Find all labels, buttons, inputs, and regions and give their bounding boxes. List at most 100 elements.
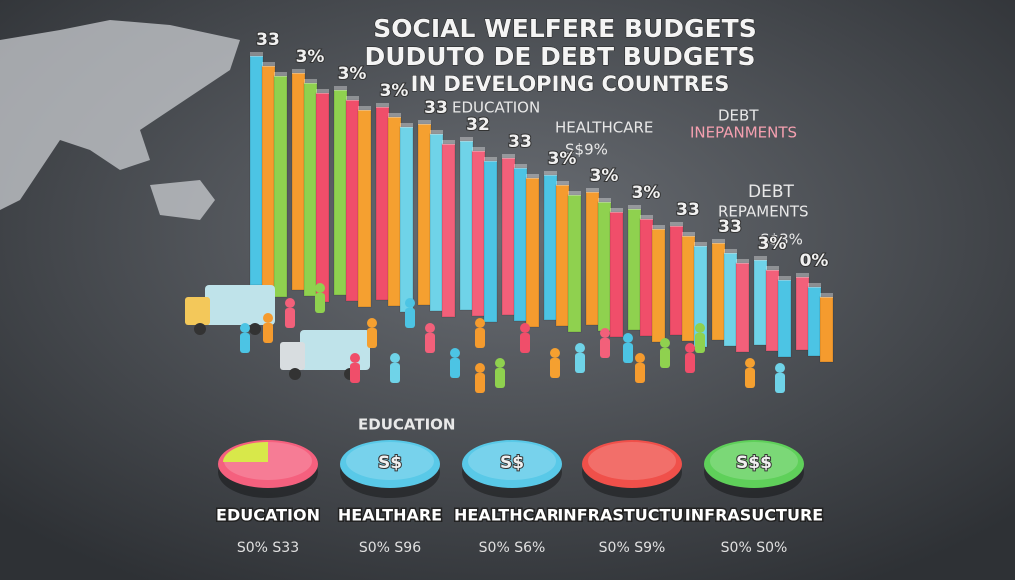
person-head: [495, 358, 505, 368]
bar: [555, 184, 570, 327]
bar: [567, 194, 582, 333]
disc-label: HEALTHCARE: [454, 506, 570, 525]
bar: [429, 133, 444, 312]
bar-label: 3%: [632, 183, 661, 203]
person-head: [350, 353, 360, 363]
bar-top: [250, 52, 263, 57]
bar: [315, 92, 330, 303]
disc: [704, 440, 804, 488]
disc-value: S0% S6%: [479, 540, 546, 556]
person-head: [575, 343, 585, 353]
bar-top: [334, 86, 347, 91]
person-head: [600, 328, 610, 338]
person: [450, 358, 460, 378]
label: REPAMENTS: [718, 203, 809, 221]
bar: [471, 150, 486, 317]
bar-top: [670, 222, 683, 227]
bar: [375, 106, 390, 301]
person: [285, 308, 295, 328]
bar-label: 33: [256, 30, 280, 50]
bar: [639, 218, 654, 337]
bar-top: [484, 157, 497, 162]
person-head: [425, 323, 435, 333]
bar-top: [376, 103, 389, 108]
bar-top: [472, 147, 485, 152]
wheel: [194, 323, 206, 335]
person: [685, 353, 695, 373]
disc-label: INFRASUCTURE: [685, 506, 823, 525]
bar-top: [346, 96, 359, 101]
bar-top: [820, 293, 833, 298]
person: [550, 358, 560, 378]
person-head: [475, 363, 485, 373]
label: DEBT: [748, 182, 794, 202]
bar-top: [526, 174, 539, 179]
bar-top: [652, 225, 665, 230]
bar-top: [610, 208, 623, 213]
bar-top: [292, 69, 305, 74]
label: S$9%: [565, 141, 608, 159]
bar: [513, 167, 528, 322]
bar-top: [388, 113, 401, 118]
bar: [387, 116, 402, 307]
bar-top: [502, 154, 515, 159]
bar-top: [442, 140, 455, 145]
title: IN DEVELOPING COUNTRES: [411, 72, 730, 96]
bar-top: [754, 256, 767, 261]
bar: [807, 286, 822, 357]
bar: [711, 242, 726, 341]
bar: [345, 99, 360, 302]
label: S$3%: [760, 231, 803, 249]
bar-top: [796, 273, 809, 278]
bar: [669, 225, 684, 336]
bar: [753, 259, 768, 346]
bar-label: 3%: [548, 149, 577, 169]
bar-top: [544, 171, 557, 176]
person: [660, 348, 670, 368]
bar-top: [628, 205, 641, 210]
bar-label: 3%: [380, 81, 409, 101]
wheel: [289, 368, 301, 380]
bar: [681, 235, 696, 342]
person: [575, 353, 585, 373]
truck: [185, 297, 210, 325]
bar-top: [316, 89, 329, 94]
disc-value: S0% S0%: [721, 540, 788, 556]
bar-top: [778, 276, 791, 281]
disc-top: [468, 442, 556, 480]
bar: [543, 174, 558, 321]
truck: [280, 342, 305, 370]
bar-top: [460, 137, 473, 142]
bar-top: [586, 188, 599, 193]
person: [475, 328, 485, 348]
bar-top: [514, 164, 527, 169]
bar: [765, 269, 780, 352]
bar-top: [766, 266, 779, 271]
bar-top: [640, 215, 653, 220]
truck: [205, 285, 275, 325]
bar-label: 32: [466, 115, 490, 135]
disc-label: HEALTHARE: [338, 506, 442, 525]
bar: [441, 143, 456, 318]
bar-label: 3%: [758, 234, 787, 254]
bar-top: [598, 198, 611, 203]
bar: [291, 72, 306, 291]
person-head: [695, 323, 705, 333]
bar: [357, 109, 372, 308]
bar-top: [274, 72, 287, 77]
disc-value: S0% S9%: [599, 540, 666, 556]
person: [475, 373, 485, 393]
person-head: [263, 313, 273, 323]
person: [623, 343, 633, 363]
person-head: [660, 338, 670, 348]
bar: [585, 191, 600, 326]
wheel: [249, 323, 261, 335]
person: [367, 328, 377, 348]
person-head: [775, 363, 785, 373]
bar: [525, 177, 540, 328]
person-head: [450, 348, 460, 358]
disc-value: S0% S96: [359, 540, 421, 556]
person-head: [315, 283, 325, 293]
person-head: [685, 343, 695, 353]
